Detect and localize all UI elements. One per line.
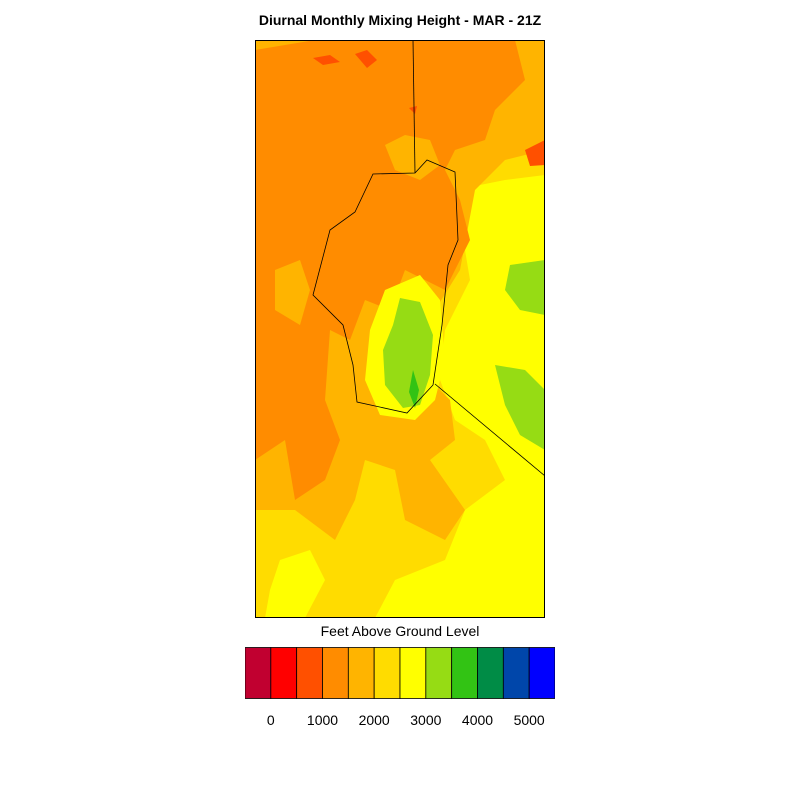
colorbar-swatch: [245, 647, 272, 699]
colorbar-tick-label: 4000: [461, 712, 494, 728]
colorbar-tick-label: 0: [266, 712, 275, 728]
colorbar-label: Feet Above Ground Level: [320, 623, 480, 639]
red-spot-4: [525, 140, 545, 166]
colorbar-swatch: [451, 647, 478, 699]
green-patch-east: [505, 260, 545, 315]
light-orange-patch-north: [385, 135, 440, 180]
colorbar-swatch: [477, 647, 504, 699]
dark-green-peak: [409, 370, 419, 408]
colorbar-swatch: [270, 647, 298, 699]
colorbar-tick-label: 3000: [410, 712, 442, 728]
colorbar-swatch: [347, 647, 375, 699]
green-patch-southeast: [495, 365, 545, 450]
colorbar-tick-label: 5000: [513, 712, 545, 728]
green-core: [383, 298, 433, 408]
colorbar-swatch: [399, 647, 427, 699]
boundary-north-line: [412, 40, 416, 174]
yellow-region-southwest: [265, 550, 325, 618]
red-spot-1: [313, 55, 340, 65]
boundary-southeast-line: [434, 383, 545, 477]
light-orange-patch-west: [275, 260, 310, 325]
colorbar-swatch: [502, 647, 530, 699]
colorbar-swatch: [322, 647, 349, 699]
yellow-region-east: [375, 175, 545, 618]
colorbar-swatch: [425, 647, 453, 699]
red-spot-2: [355, 50, 377, 68]
map-frame: [255, 40, 545, 618]
colorbar-tick-label: 1000: [306, 712, 339, 728]
boundary-polygon: [312, 159, 459, 414]
colorbar-swatch: [528, 647, 555, 699]
page-title: Diurnal Monthly Mixing Height - MAR - 21…: [258, 12, 542, 28]
mixing-height-map: [255, 40, 545, 618]
colorbar: [245, 647, 555, 699]
colorbar-tick-label: 2000: [358, 712, 390, 728]
colorbar-swatch: [296, 647, 323, 699]
red-spot-3: [409, 106, 417, 114]
colorbar-swatch: [373, 647, 401, 699]
dark-orange-region: [255, 40, 525, 500]
